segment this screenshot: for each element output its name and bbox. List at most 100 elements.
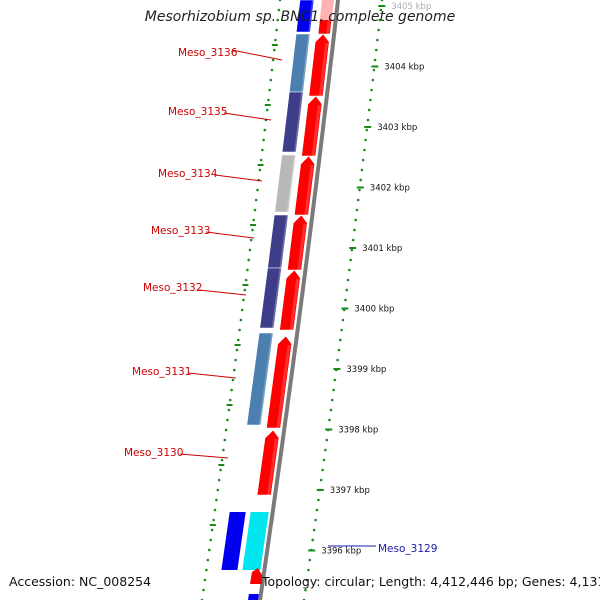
gene-label: Meso_3135	[168, 106, 227, 118]
forward-cds-highlight	[318, 43, 329, 96]
gc-dot-outer	[304, 588, 307, 592]
gene-label-leader	[205, 231, 255, 239]
reverse-cds-block	[295, 0, 315, 33]
gene-label-leader	[231, 49, 283, 61]
gene-label: Meso_3132	[143, 282, 202, 294]
gc-dot-outer	[344, 298, 347, 302]
gc-dot-inner	[230, 388, 233, 392]
topology-text: Topology: circular; Length: 4,412,446 bp…	[262, 574, 600, 589]
gc-dot-outer	[351, 238, 355, 242]
gc-dot-outer	[369, 98, 372, 102]
gc-dot-inner	[235, 348, 239, 352]
gc-dot-inner	[271, 58, 275, 62]
gc-dot-inner	[208, 548, 211, 552]
gc-dot-inner	[220, 458, 224, 462]
gc-dot-inner	[251, 228, 254, 232]
gc-dot-inner	[205, 568, 208, 572]
gene-label-leader	[179, 453, 229, 459]
gc-dot-outer	[375, 48, 378, 52]
gc-dot-inner	[222, 448, 225, 452]
gc-dot-inner	[268, 88, 271, 92]
forward-cds-highlight	[311, 105, 321, 156]
kbp-tick-label: 3402 kbp	[370, 184, 410, 194]
gc-dot-outer	[328, 418, 331, 422]
gc-dot-outer	[305, 578, 309, 582]
gc-dot-inner	[248, 248, 252, 252]
gene-label: Meso_3129	[378, 543, 437, 555]
gc-dot-outer	[365, 128, 369, 132]
gc-dot-inner	[202, 588, 205, 592]
gc-dot-inner	[213, 508, 217, 512]
gc-dot-outer	[349, 258, 353, 262]
gc-dot-inner	[262, 138, 265, 142]
forward-cds-arrow	[256, 429, 280, 496]
gc-dot-outer	[350, 248, 354, 252]
gc-dot-outer	[364, 138, 367, 142]
gc-dot-outer	[321, 468, 324, 472]
gc-dot-outer	[339, 338, 342, 342]
gc-dot-outer	[378, 18, 382, 22]
gc-dot-outer	[314, 518, 317, 522]
kbp-tick-label: 3400 kbp	[354, 305, 394, 315]
cds-cyan-block	[242, 512, 269, 570]
gc-dot-outer	[355, 208, 359, 212]
forward-cds-arrow	[266, 335, 293, 429]
gc-dot-outer	[307, 568, 310, 572]
gc-dot-inner	[212, 518, 215, 522]
gc-dot-inner	[238, 328, 241, 332]
gc-dot-outer	[360, 168, 364, 172]
gc-dot-inner	[243, 288, 247, 292]
gc-dot-inner	[219, 468, 222, 472]
gc-dot-outer	[324, 448, 327, 452]
gc-dot-outer	[336, 358, 339, 362]
gc-dot-inner	[206, 558, 210, 562]
gc-dot-inner	[247, 258, 250, 262]
gc-dot-outer	[312, 528, 316, 532]
gc-dot-inner	[277, 8, 281, 12]
gc-dot-outer	[317, 498, 320, 502]
kbp-ticks: 3405 kbp 3404 kbp 3403 kbp 3402 kbp 3401 kbp…	[308, 2, 431, 557]
gc-dot-outer	[372, 68, 376, 72]
gc-dot-outer	[380, 0, 384, 2]
gc-dot-inner	[224, 428, 228, 432]
gc-dot-outer	[322, 458, 326, 462]
gc-dot-inner	[253, 208, 257, 212]
gc-dot-inner	[226, 418, 229, 422]
forward-cds-highlight	[304, 165, 314, 215]
gc-dot-outer	[345, 288, 349, 292]
gc-dot-outer	[340, 328, 343, 332]
gc-dot-inner	[273, 48, 276, 52]
gc-dot-inner	[259, 158, 263, 162]
forward-cds-arrow	[279, 269, 301, 331]
gc-dot-inner	[209, 538, 212, 542]
gc-dot-inner	[234, 358, 237, 362]
forward-cds-arrow	[308, 33, 330, 97]
gc-dot-outer	[377, 28, 380, 32]
gc-dot-inner	[210, 528, 214, 532]
gc-dot-inner	[239, 318, 243, 322]
kbp-tick-label: 3399 kbp	[346, 365, 386, 375]
gc-dot-inner	[267, 98, 270, 102]
gc-dot-inner	[265, 108, 269, 112]
kbp-tick-label: 3401 kbp	[362, 244, 402, 254]
kbp-tick-label: 3397 kbp	[330, 486, 370, 496]
gc-dot-inner	[240, 308, 244, 312]
gc-dot-inner	[203, 578, 207, 582]
gc-dot-outer	[346, 278, 350, 282]
gene-label: Meso_3133	[151, 225, 210, 237]
gc-dot-inner	[242, 298, 245, 302]
kbp-tick-label: 3396 kbp	[321, 547, 361, 557]
gc-dot-inner	[263, 128, 267, 132]
gc-dot-inner	[269, 78, 273, 82]
kbp-tick-label: 3404 kbp	[384, 63, 424, 73]
gc-dot-inner	[261, 148, 264, 152]
gc-dot-inner	[217, 478, 221, 482]
gc-dot-outer	[354, 218, 358, 222]
reverse-cds-highlight	[279, 215, 289, 268]
cds-blue-block	[221, 512, 246, 570]
gene-label: Meso_3134	[158, 168, 218, 180]
gc-dot-outer	[358, 188, 361, 192]
gc-dot-outer	[308, 558, 312, 562]
gc-dot-inner	[278, 0, 282, 2]
gc-dot-outer	[341, 318, 345, 322]
